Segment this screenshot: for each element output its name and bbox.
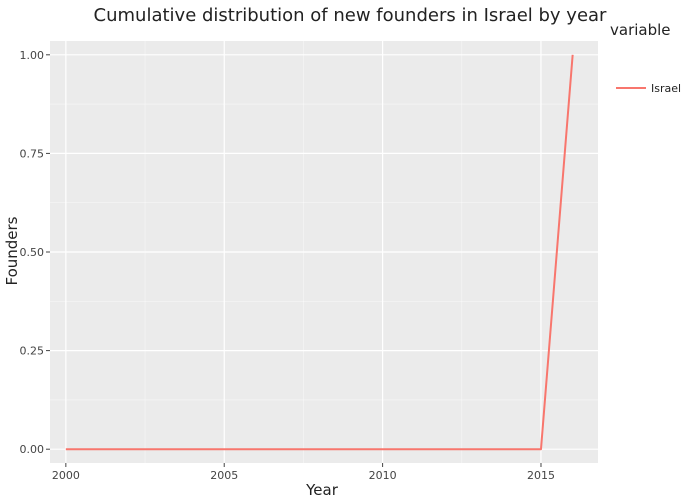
x-tick-label: 2005 [210, 469, 238, 482]
legend-label-israel[interactable]: Israel [651, 82, 681, 95]
x-tick-label: 2010 [369, 469, 397, 482]
y-tick-label: 0.25 [20, 345, 45, 358]
x-axis-title: Year [305, 481, 339, 499]
y-tick-label: 1.00 [20, 49, 45, 62]
y-tick-label: 0.00 [20, 443, 45, 456]
series-layer [65, 54, 574, 451]
y-tick-label: 0.75 [20, 147, 45, 160]
x-tick-label: 2015 [527, 469, 555, 482]
y-axis: 0.00 0.25 0.50 0.75 1.00 [20, 49, 50, 456]
legend-title: variable [610, 21, 671, 39]
legend: variable Israel [610, 21, 681, 95]
y-tick-label: 0.50 [20, 246, 45, 259]
x-tick-label: 2000 [52, 469, 80, 482]
grid-lines [50, 41, 598, 463]
y-axis-title: Founders [3, 216, 21, 285]
x-axis: 2000 2005 2010 2015 [52, 463, 555, 482]
series-line-israel[interactable] [65, 54, 574, 451]
chart-title: Cumulative distribution of new founders … [94, 5, 608, 26]
